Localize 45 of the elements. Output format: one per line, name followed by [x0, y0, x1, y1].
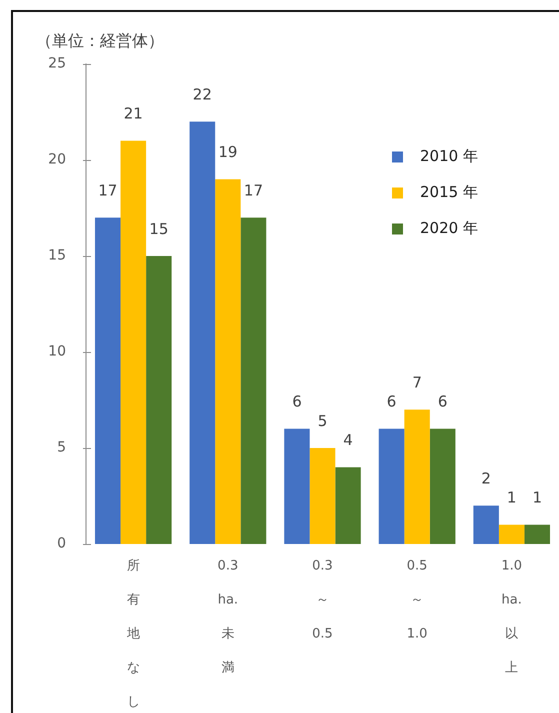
- bar: [190, 122, 216, 544]
- data-label: 1: [506, 488, 516, 507]
- data-label: 21: [124, 104, 143, 123]
- bar: [335, 467, 361, 544]
- data-label: 15: [149, 220, 168, 238]
- category-label: 0.5～1.0: [406, 558, 428, 642]
- data-label: 6: [292, 392, 302, 411]
- legend-label: 2010 年: [420, 146, 478, 165]
- category-label: 所有地なし: [126, 558, 140, 710]
- legend-label: 2020 年: [420, 218, 478, 237]
- bar: [430, 428, 456, 544]
- bar: [310, 448, 336, 544]
- data-label: 1: [532, 488, 542, 507]
- bar: [378, 428, 404, 544]
- y-tick-label: 25: [48, 56, 66, 72]
- bar: [284, 428, 310, 544]
- bar: [524, 524, 550, 544]
- y-tick-label: 0: [57, 536, 66, 552]
- category-label: 0.3～0.5: [312, 558, 333, 642]
- bar: [404, 410, 430, 544]
- y-tick-label: 5: [57, 440, 66, 456]
- y-tick-label: 15: [48, 248, 66, 264]
- bar: [240, 218, 266, 544]
- y-tick-label: 20: [48, 152, 66, 168]
- data-label: 22: [192, 85, 212, 104]
- data-label: 5: [318, 412, 328, 430]
- data-label: 4: [343, 431, 353, 450]
- data-label: 7: [412, 373, 422, 392]
- legend-label: 2015 年: [420, 182, 478, 201]
- data-label: 6: [386, 392, 396, 411]
- data-label: 6: [438, 392, 448, 411]
- data-label: 19: [218, 143, 238, 162]
- bar: [215, 179, 241, 544]
- data-label: 17: [244, 181, 263, 200]
- data-label: 2: [481, 469, 491, 488]
- bar: [120, 140, 146, 544]
- category-label: 1.0ha.以上: [501, 558, 522, 676]
- bar: [146, 256, 172, 544]
- bar: [473, 506, 499, 544]
- data-label: 17: [98, 181, 118, 200]
- category-label: 0.3ha.未満: [218, 558, 238, 676]
- y-axis-title: （単位：経営体）: [36, 31, 164, 50]
- bar: [94, 218, 121, 544]
- y-tick-label: 10: [48, 344, 66, 360]
- bar: [498, 524, 524, 544]
